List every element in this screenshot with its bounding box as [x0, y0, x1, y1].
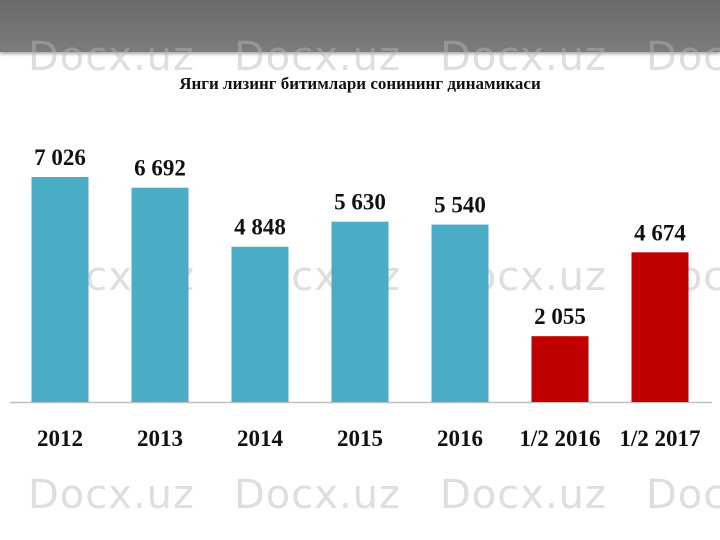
data-label: 5 630: [334, 190, 386, 215]
data-label: 7 026: [34, 145, 86, 170]
header-bar: [0, 0, 720, 52]
x-tick-label: 2012: [37, 426, 83, 451]
chart-title: Янги лизинг битимлари сонининг динамикас…: [179, 74, 541, 93]
data-label: 5 540: [434, 193, 486, 218]
x-tick-label: 1/2 2017: [619, 426, 700, 451]
bar: [31, 177, 89, 402]
data-label: 2 055: [534, 304, 586, 329]
bar: [531, 336, 589, 402]
x-tick-label: 2015: [337, 426, 383, 451]
data-label: 6 692: [134, 156, 186, 181]
data-label: 4 674: [634, 220, 686, 245]
bar: [431, 224, 489, 402]
bar: [231, 246, 289, 402]
bar: [131, 187, 189, 402]
bar: [631, 252, 689, 402]
x-tick-label: 2014: [237, 426, 284, 451]
x-tick-label: 2016: [437, 426, 483, 451]
data-label: 4 848: [234, 215, 286, 240]
x-tick-label: 1/2 2016: [519, 426, 600, 451]
bar: [331, 221, 389, 402]
x-tick-label: 2013: [137, 426, 183, 451]
